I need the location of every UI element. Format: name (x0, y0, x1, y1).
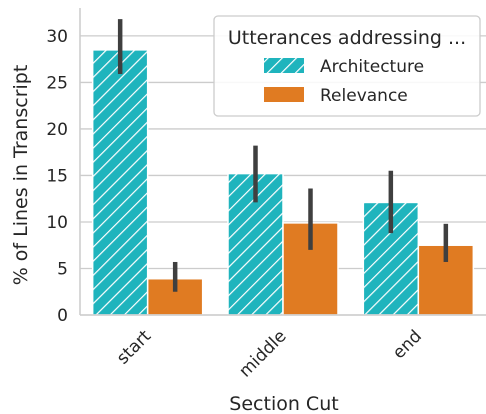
y-tick-label: 30 (46, 27, 68, 47)
error-bars (117, 19, 449, 292)
x-tick-label-end: end (389, 326, 426, 363)
legend-swatch-relevance (264, 87, 304, 102)
y-tick-label: 20 (46, 120, 68, 140)
legend-label-relevance: Relevance (320, 86, 408, 106)
x-tick-label-start: start (113, 326, 155, 368)
x-tick-label-middle: middle (235, 326, 290, 381)
y-axis-title: % of Lines in Transcript (10, 65, 32, 286)
bar-architecture-start (91, 49, 149, 316)
x-axis-title: Section Cut (229, 393, 338, 414)
axes (79, 8, 486, 316)
y-tick-labels: 0 5 10 15 20 25 30 (46, 27, 68, 326)
legend-label-architecture: Architecture (320, 57, 424, 77)
y-tick-label: 10 (46, 213, 68, 233)
y-tick-label: 25 (46, 73, 68, 93)
legend: Utterances addressing ... Architecture Rel… (213, 15, 481, 117)
legend-title: Utterances addressing ... (228, 27, 466, 49)
y-tick-label: 15 (46, 166, 68, 186)
x-tick-labels: start middle end (113, 326, 426, 381)
legend-swatch-architecture (264, 58, 304, 73)
y-tick-label: 5 (57, 259, 68, 279)
y-tick-label: 0 (57, 306, 68, 326)
